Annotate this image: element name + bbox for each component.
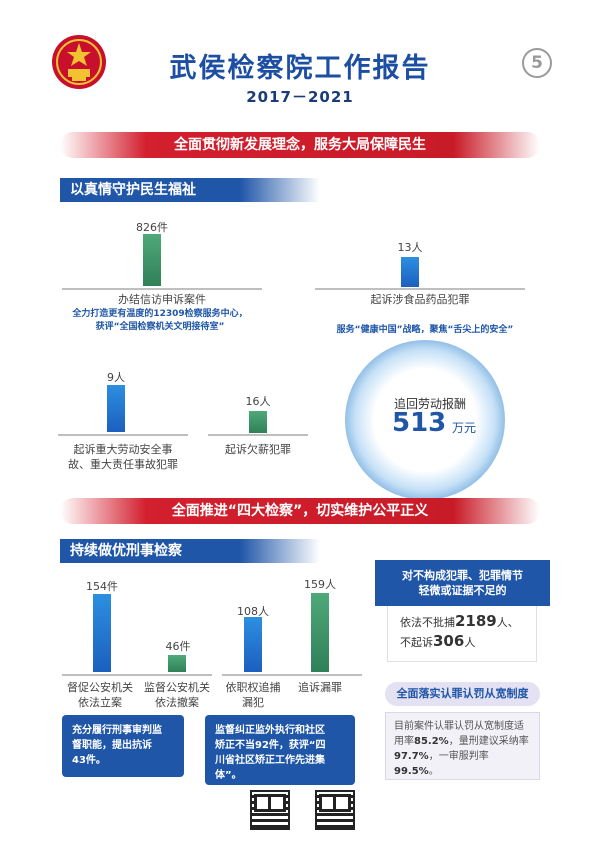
bar-value: 108人 <box>237 605 269 618</box>
bar-arrest-missed <box>244 617 262 672</box>
non-arrest-line: 依法不批捕2189人、 <box>400 612 519 630</box>
bar-label: 依法立案 <box>78 696 122 709</box>
card-line: 97.7%，一审服判率 99.5%。 <box>394 749 531 779</box>
baseline <box>58 434 188 436</box>
ink-circle-decoration <box>345 340 505 500</box>
baseline <box>62 288 262 290</box>
bar-label: 起诉涉食品药品犯罪 <box>370 293 470 306</box>
bar-value: 46件 <box>165 640 191 653</box>
community-correction-box: 监督纠正监外执行和社区 矫正不当92件，获评“四 川省社区矫正工作先进集 体”。 <box>205 715 355 785</box>
bar-supervise-filing <box>93 594 111 672</box>
line-prefix: 不起诉 <box>400 636 433 649</box>
bar-labor-safety-crime <box>107 385 125 432</box>
bar-value: 154件 <box>86 580 118 593</box>
bar-label: 漏犯 <box>242 696 264 709</box>
banner-four-procuratorates: 全面推进“四大检察”，切实维护公平正义 <box>60 498 540 524</box>
note-line: 获评“全国检察机关文明接待室” <box>95 322 225 332</box>
report-years: 2017－2021 <box>246 88 354 106</box>
box-line: 充分履行刑事审判监 <box>72 725 162 736</box>
bar-label: 监督公安机关 <box>144 681 210 694</box>
procuratorate-emblem-icon <box>52 35 106 89</box>
card-text: 。 <box>428 766 439 777</box>
qr-code-icon[interactable] <box>315 790 355 830</box>
non-prosecution-value: 306 <box>433 632 465 650</box>
plea-leniency-card: 目前案件认罪认罚从宽制度适 用率85.2%，量刑建议采纳率 97.7%，一审服判… <box>385 712 540 780</box>
bar-label: 起诉重大劳动安全事 <box>73 443 173 456</box>
box-line: 监督纠正监外执行和社区 <box>215 725 325 736</box>
non-prosecution-line: 不起诉306人 <box>400 632 475 650</box>
bar-label: 办结信访申诉案件 <box>118 293 206 306</box>
banner-development: 全面贯彻新发展理念，服务大局保障民生 <box>60 132 540 158</box>
wage-recovery-label: 追回劳动报酬 <box>393 397 466 411</box>
section-title: 以真情守护民生福祉 <box>70 182 196 198</box>
card-line: 用率85.2%，量刑建议采纳率 <box>394 734 531 749</box>
box-line: 43件。 <box>72 755 106 766</box>
non-arrest-value: 2189 <box>455 612 497 630</box>
bar-label: 起诉欠薪犯罪 <box>225 443 291 456</box>
line-suffix: 人、 <box>496 616 519 629</box>
bar-value: 826件 <box>136 221 168 234</box>
baseline <box>62 674 212 676</box>
bar-value: 159人 <box>304 578 336 591</box>
line-suffix: 人 <box>464 636 476 649</box>
baseline <box>315 288 525 290</box>
card-text: ，量刑建议采纳率 <box>448 736 529 747</box>
plea-leniency-header: 全面落实认罪认罚从宽制度 <box>385 682 540 706</box>
acceptance-rate: 99.5% <box>394 766 429 777</box>
bar-label: 督促公安机关 <box>67 681 133 694</box>
card-header-line: 轻微或证据不足的 <box>418 584 507 597</box>
bar-supervise-withdrawal <box>168 655 186 672</box>
bar-label: 追诉漏罪 <box>298 681 342 694</box>
box-line: 川省社区矫正工作先进集 <box>215 755 325 766</box>
card-text: ，一审服判率 <box>428 751 489 762</box>
note-line: 全力打造更有温度的12309检察服务中心， <box>72 309 248 319</box>
bar-label: 故、重大责任事故犯罪 <box>68 458 178 471</box>
bar-wage-arrears-crime <box>249 411 267 433</box>
qr-code-icon[interactable] <box>250 790 290 830</box>
page-number-badge: 5 <box>522 48 552 78</box>
applicability-rate: 85.2% <box>414 736 449 747</box>
bar-food-drug-crime <box>401 257 419 287</box>
wage-recovery-unit: 万元 <box>452 421 477 435</box>
bar-prosecute-missed <box>311 593 329 672</box>
trial-supervision-box: 充分履行刑事审判监 督职能，提出抗诉 43件。 <box>62 715 184 777</box>
bar-label: 依职权追捕 <box>225 681 281 694</box>
baseline <box>208 434 308 436</box>
card-line: 目前案件认罪认罚从宽制度适 <box>394 721 524 732</box>
baseline <box>222 674 362 676</box>
sentencing-adoption-rate: 97.7% <box>394 751 429 762</box>
non-arrest-card-header: 对不构成犯罪、犯罪情节 轻微或证据不足的 <box>375 560 550 606</box>
bar-value: 16人 <box>245 395 271 408</box>
card-text: 用率 <box>394 736 414 747</box>
box-line: 督职能，提出抗诉 <box>72 740 152 751</box>
box-line: 矫正不当92件，获评“四 <box>215 740 326 751</box>
bar-label: 依法撤案 <box>155 696 199 709</box>
wage-recovery-value: 513 <box>392 408 447 438</box>
box-line: 体”。 <box>215 770 242 781</box>
line-prefix: 依法不批捕 <box>400 616 455 629</box>
bar-petition-cases <box>143 234 161 286</box>
section-header-criminal: 持续做优刑事检察 <box>60 539 320 563</box>
section-title: 持续做优刑事检察 <box>70 543 182 559</box>
card-header-line: 对不构成犯罪、犯罪情节 <box>402 569 523 582</box>
note-line: 服务“健康中国”战略，聚焦“舌尖上的安全” <box>336 325 514 335</box>
section-header-livelihood: 以真情守护民生福祉 <box>60 178 320 202</box>
page-title: 武侯检察院工作报告 <box>169 53 431 84</box>
bar-value: 9人 <box>107 371 125 384</box>
bar-value: 13人 <box>397 241 423 254</box>
